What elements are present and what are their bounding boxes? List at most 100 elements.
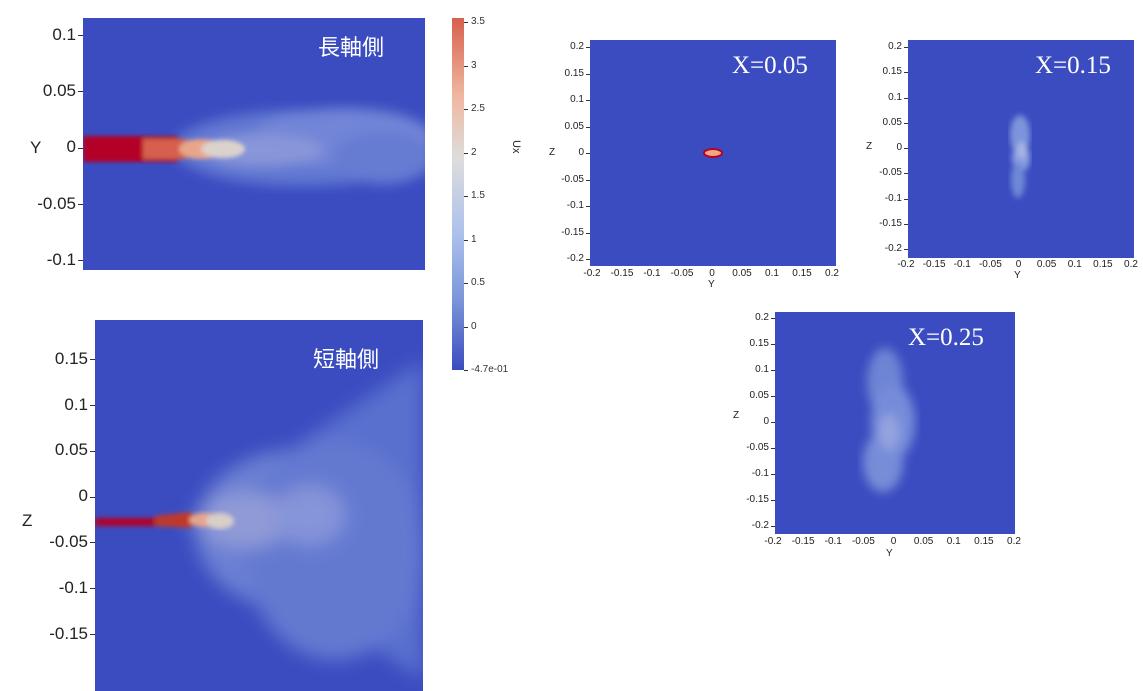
- section-x025-ytick-mark: [771, 370, 775, 371]
- colorbar-tick-mark: [464, 326, 468, 328]
- long-axis-plot: [83, 18, 425, 270]
- colorbar-tick-label: 3: [471, 59, 477, 71]
- colorbar-tick-label: 1.5: [471, 190, 485, 201]
- section-x025-ytick-label: 0.1: [755, 364, 769, 375]
- short-axis-ytick-label: 0.05: [54, 440, 88, 460]
- section-x015-ytick-mark: [904, 173, 908, 175]
- section-x025-xtick-label: 0.1: [946, 536, 961, 547]
- section-x005-xtick-label: 0.15: [792, 268, 812, 279]
- long-axis-ytick-label: 0.05: [42, 81, 76, 101]
- section-x015-xtick-label: 0.1: [1067, 259, 1082, 270]
- section-x015-ytick-mark: [904, 148, 908, 149]
- short-axis-ytick-label: 0.1: [64, 394, 88, 414]
- colorbar-tick-mark: [464, 22, 468, 23]
- short-axis-ytick-mark: [90, 359, 95, 360]
- colorbar-tick-label: 0.5: [471, 277, 485, 288]
- colorbar-tick-label: 1: [471, 233, 477, 245]
- section-x005-ytick-label: -0.2: [566, 253, 584, 264]
- section-x005-ytick-label: -0.15: [561, 226, 584, 238]
- section-x005-ytick-mark: [586, 206, 590, 207]
- section-x025-xtick-label: 0.05: [913, 536, 934, 547]
- section-x015-xtick-label: -0.1: [953, 259, 971, 270]
- section-x015-ytick-mark: [904, 72, 908, 74]
- colorbar-tick-label: 2: [471, 146, 477, 158]
- long-axis-ytick-mark: [78, 91, 83, 93]
- section-x025-xtick-label: -0.15: [791, 536, 815, 547]
- section-x015-ytick-mark: [904, 122, 908, 124]
- long-axis-ytick-label: 0: [66, 137, 76, 157]
- short-axis-ytick-mark: [90, 496, 95, 498]
- section-x005-ytick-label: 0.2: [570, 41, 584, 52]
- section-x025-ytick-mark: [771, 526, 775, 527]
- section-x015-ytick-label: -0.2: [884, 243, 902, 254]
- section-x005-y-name: Y: [708, 279, 715, 290]
- section-x025-ytick-label: 0: [763, 416, 769, 427]
- section-x005-ytick-label: 0: [578, 147, 584, 158]
- section-x015-ytick-mark: [904, 249, 908, 250]
- short-axis-ytick-label: 0: [78, 486, 88, 506]
- section-x015-xtick-label: -0.15: [922, 259, 946, 270]
- long-axis-field: [83, 108, 425, 186]
- long-axis-label: 長軸側: [318, 36, 385, 61]
- section-x015-z-name: Z: [866, 141, 873, 152]
- colorbar-tick-mark: [464, 239, 468, 241]
- section-x005-ytick-label: 0.1: [570, 94, 584, 105]
- short-axis-plot: [95, 320, 423, 691]
- section-x015-ytick-label: 0.1: [888, 91, 902, 103]
- section-x015-ytick-label: 0.2: [888, 41, 902, 52]
- colorbar-tick-label: -4.7e-01: [471, 364, 509, 375]
- section-x005-xtick-label: 0.05: [732, 268, 752, 279]
- section-x015-field: [1010, 115, 1030, 198]
- section-x025-xtick-label: 0.2: [1007, 536, 1021, 547]
- short-axis-ytick-mark: [90, 634, 95, 635]
- short-axis-label: 短軸側: [313, 348, 380, 373]
- section-x015-y-name: Y: [1014, 270, 1021, 281]
- short-axis-ytick-label: -0.05: [49, 532, 88, 552]
- section-x015-label: X=0.15: [1035, 52, 1111, 79]
- section-x005-ytick-mark: [586, 126, 590, 128]
- section-x005-ytick-label: 0.05: [564, 120, 584, 132]
- long-axis-ytick-label: -0.05: [37, 193, 76, 213]
- section-x005-ytick-mark: [586, 232, 590, 234]
- section-x025-ytick-label: -0.2: [751, 520, 769, 531]
- section-x015-xtick-label: 0.05: [1036, 259, 1057, 270]
- section-x025-ytick-mark: [771, 448, 775, 449]
- section-x015-xtick-label: 0.15: [1093, 259, 1113, 270]
- section-x005-plot: [590, 40, 836, 266]
- section-x025-ytick-mark: [771, 474, 775, 475]
- colorbar-tick-mark: [464, 283, 468, 284]
- short-axis-ytick-mark: [90, 588, 95, 590]
- long-axis-ytick-label: -0.1: [46, 249, 76, 269]
- section-x015-xtick-label: -0.2: [897, 259, 915, 270]
- long-axis-ytick-mark: [78, 35, 83, 36]
- section-x005-xtick-label: 0: [709, 268, 715, 279]
- section-x005-ytick-mark: [586, 47, 590, 48]
- colorbar-gradient: [452, 18, 464, 370]
- colorbar-tick-mark: [464, 370, 468, 371]
- section-x005-xtick-label: 0.2: [825, 268, 839, 279]
- short-axis-ytick-mark: [90, 450, 95, 452]
- section-x015-ytick-label: 0.05: [882, 116, 902, 128]
- section-x015-ytick-label: -0.05: [879, 167, 902, 179]
- section-x015-plot: [908, 40, 1134, 258]
- colorbar-tick-mark: [464, 196, 468, 197]
- section-x005-ytick-label: 0.15: [564, 67, 584, 79]
- section-x005-field: [703, 148, 723, 158]
- section-x025-xtick-label: 0: [890, 536, 897, 547]
- section-x025-field: [863, 348, 915, 492]
- long-axis-ytick-label: 0.1: [52, 24, 76, 44]
- section-x025-ytick-label: -0.05: [746, 442, 769, 453]
- short-axis-ytick-mark: [90, 542, 95, 544]
- section-x015-xtick-label: 0.2: [1124, 259, 1138, 270]
- section-x025-y-name: Y: [886, 548, 893, 559]
- section-x025-ytick-mark: [771, 318, 775, 319]
- short-axis-ytick-label: -0.15: [49, 623, 88, 643]
- long-axis-ytick-mark: [78, 147, 83, 149]
- section-x005-ytick-label: -0.1: [566, 200, 584, 211]
- section-x025-xtick-label: -0.1: [824, 536, 842, 547]
- section-x025-ytick-label: 0.2: [755, 312, 769, 323]
- section-x025-ytick-label: 0.15: [749, 338, 769, 349]
- section-x015-ytick-label: -0.15: [879, 217, 902, 229]
- section-x025-xtick-label: -0.2: [764, 536, 782, 547]
- section-x005-xtick-label: -0.15: [610, 268, 634, 279]
